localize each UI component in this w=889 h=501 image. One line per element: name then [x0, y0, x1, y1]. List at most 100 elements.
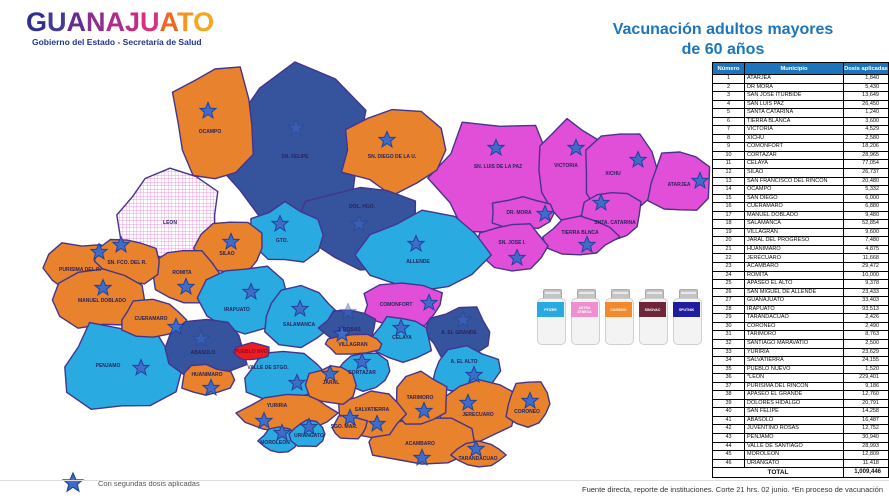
municipality-label: ALLENDE: [406, 259, 430, 265]
municipality-sgo-mar-: [331, 415, 368, 440]
row-municipio: VALLE DE SANTIAGO: [744, 441, 844, 452]
municipality-label: A. EL ALTO: [450, 359, 477, 365]
row-dosis: 10,000: [843, 270, 889, 281]
municipality-label: SN. LUIS DE LA PAZ: [474, 164, 522, 170]
row-dosis: 6,880: [843, 202, 889, 212]
row-number: 17: [712, 210, 745, 221]
row-dosis: 7,480: [843, 236, 889, 246]
table-row: 30 CORONEO 2,490: [712, 321, 889, 332]
row-dosis: 93,513: [843, 304, 889, 315]
row-number: 41: [712, 415, 745, 426]
row-dosis: 9,186: [843, 381, 889, 392]
row-municipio: ROMITA: [744, 270, 844, 281]
row-municipio: JARAL DEL PROGRESO: [744, 236, 844, 246]
row-municipio: SAN JOSÉ ITURBIDE: [744, 91, 844, 101]
logo-letter: U: [140, 7, 160, 37]
municipality-label: DOL. HGO.: [349, 204, 376, 210]
row-dosis: 18,206: [843, 142, 889, 152]
map-labels-layer: SN. FELIPE SN. LUIS DE LA PAZ OCAMPO SN. DI…: [59, 129, 691, 462]
municipality-label: A. EL GRANDE: [441, 330, 477, 336]
municipality-label: PENJAMO: [96, 363, 121, 369]
page-title-line2: de 60 años: [681, 41, 765, 58]
municipality-label: COMONFORT: [380, 302, 413, 308]
row-number: 10: [712, 150, 745, 161]
table-row: 43 PÉNJAMO 30,940: [712, 432, 889, 443]
row-number: 13: [712, 176, 745, 187]
municipality-label: ROMITA: [172, 270, 192, 276]
col-header-dosis: Dosis aplicadas: [843, 62, 889, 75]
guanajuato-logo: GUANAJUATO Gobierno del Estado - Secreta…: [26, 8, 214, 47]
municipality-label: IRAPUATO: [224, 307, 250, 313]
row-dosis: 29,472: [843, 262, 889, 272]
vial-label: PFIZER: [537, 302, 564, 317]
logo-letter: J: [125, 7, 141, 37]
row-number: 36: [712, 373, 745, 383]
table-row: 5 SANTA CATARINA 1,240: [712, 108, 889, 118]
row-number: 7: [712, 125, 745, 135]
row-municipio: VILLAGRÁN: [744, 227, 844, 238]
row-municipio: PÉNJAMO: [744, 432, 844, 443]
row-dosis: 1,840: [843, 74, 889, 84]
row-number: 45: [712, 450, 745, 460]
row-dosis: 3,600: [843, 116, 889, 127]
row-number: 19: [712, 227, 745, 238]
row-municipio: XICHÚ: [744, 133, 844, 144]
star-icon: [62, 472, 84, 492]
row-municipio: PURISIMA DEL RINCÓN: [744, 381, 844, 392]
municipality-label: MANUEL DOBLADO: [78, 298, 126, 304]
logo-letter: A: [105, 7, 126, 37]
row-dosis: 16,487: [843, 415, 889, 426]
row-municipio: CORONEO: [744, 321, 844, 332]
municipality-ocampo: [171, 66, 254, 180]
row-dosis: 13,649: [843, 91, 889, 101]
municipality-label: CORONEO: [514, 409, 540, 415]
municipality-label: CELAYA: [392, 335, 412, 341]
row-municipio: JERÉCUARO: [744, 253, 844, 264]
row-dosis: 30,940: [843, 432, 889, 443]
municipality-label: SN. FELIPE: [281, 154, 309, 160]
municipality-pueblo-nvo-: [232, 341, 270, 361]
table-row: 39 DOLORES HIDALGO 20,791: [712, 398, 889, 409]
row-number: 24: [712, 270, 745, 281]
doses-table-wrap: Número Municipio Dosis aplicadas 1 ATARJE…: [712, 62, 889, 479]
table-row: 26 SAN MIGUEL DE ALLENDE 23,433: [712, 287, 889, 298]
table-row: 25 APASEO EL ALTO 9,378: [712, 279, 889, 289]
table-total-row: TOTAL 1,009,446: [712, 467, 889, 479]
row-municipio: SAN DIEGO: [744, 193, 844, 204]
municipality-cueramaro: [121, 298, 188, 338]
logo-letter: T: [177, 7, 194, 37]
municipality-label: JARAL: [323, 380, 340, 386]
table-row: 29 TARANDACUAO 2,426: [712, 313, 889, 323]
row-municipio: DOLORES HIDALGO: [744, 398, 844, 409]
municipality-label: TARIMORO: [407, 395, 434, 401]
table-row: 21 HUANÍMARO 4,875: [712, 244, 889, 255]
table-row: 45 MOROLEÓN 12,809: [712, 450, 889, 460]
logo-letter: G: [26, 7, 48, 37]
vial-label: ASTRA ZENECA: [571, 302, 598, 317]
row-number: 2: [712, 82, 745, 93]
row-municipio: TARANDACUAO: [744, 313, 844, 323]
row-dosis: 28,965: [843, 150, 889, 161]
table-row: 19 VILLAGRÁN 9,600: [712, 227, 889, 238]
row-municipio: *LEÓN: [744, 373, 844, 383]
row-number: 12: [712, 168, 745, 178]
municipality-label: YURIRIA: [267, 403, 288, 409]
row-number: 1: [712, 74, 745, 84]
table-row: 1 ATARJEA 1,840: [712, 74, 889, 84]
row-number: 27: [712, 296, 745, 306]
municipality-label: XICHU: [605, 171, 621, 177]
row-number: 33: [712, 347, 745, 358]
municipality-jaral: [304, 365, 357, 405]
row-dosis: 229,401: [843, 373, 889, 383]
row-municipio: SAN FRANCISCO DEL RINCÓN: [744, 176, 844, 187]
row-number: 30: [712, 321, 745, 332]
row-dosis: 28,993: [843, 441, 889, 452]
page-title-line1: Vacunación adultos mayores: [612, 21, 834, 38]
municipality-allende: [354, 209, 492, 292]
row-dosis: 26,450: [843, 99, 889, 110]
municipality-label: SN. FCO. DEL R.: [107, 260, 147, 266]
table-row: 37 PURISIMA DEL RINCÓN 9,186: [712, 381, 889, 392]
table-row: 44 VALLE DE SANTIAGO 28,993: [712, 441, 889, 452]
row-municipio: TARIMORO: [744, 330, 844, 340]
